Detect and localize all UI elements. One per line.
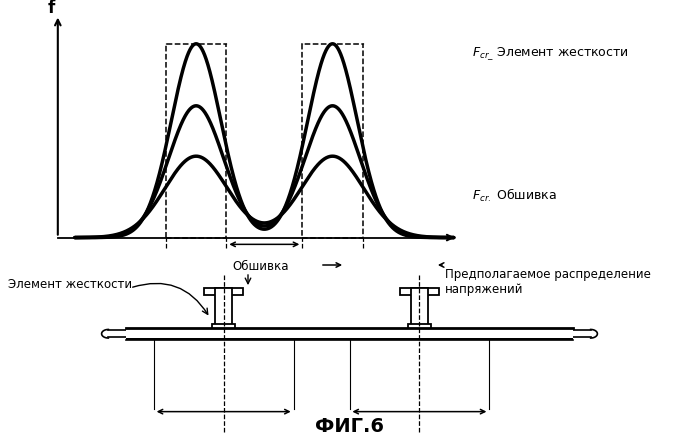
Bar bbox=[166, 44, 226, 238]
Bar bbox=[411, 287, 428, 328]
Bar bbox=[302, 44, 363, 238]
Bar bbox=[205, 287, 243, 295]
Text: ФИГ.6: ФИГ.6 bbox=[315, 417, 384, 436]
Text: $F_{cr\_}$ Элемент жесткости: $F_{cr\_}$ Элемент жесткости bbox=[472, 45, 628, 62]
Text: $F_{cr.}$ Обшивка: $F_{cr.}$ Обшивка bbox=[472, 187, 557, 204]
Text: Предполагаемое распределение
напряжений: Предполагаемое распределение напряжений bbox=[445, 268, 651, 296]
Text: Элемент жесткости: Элемент жесткости bbox=[8, 279, 132, 291]
Text: Обшивка: Обшивка bbox=[232, 260, 289, 274]
Bar bbox=[400, 287, 439, 295]
Bar bbox=[408, 324, 431, 328]
Text: f: f bbox=[48, 0, 55, 16]
Bar bbox=[212, 324, 236, 328]
Bar bbox=[215, 287, 232, 328]
